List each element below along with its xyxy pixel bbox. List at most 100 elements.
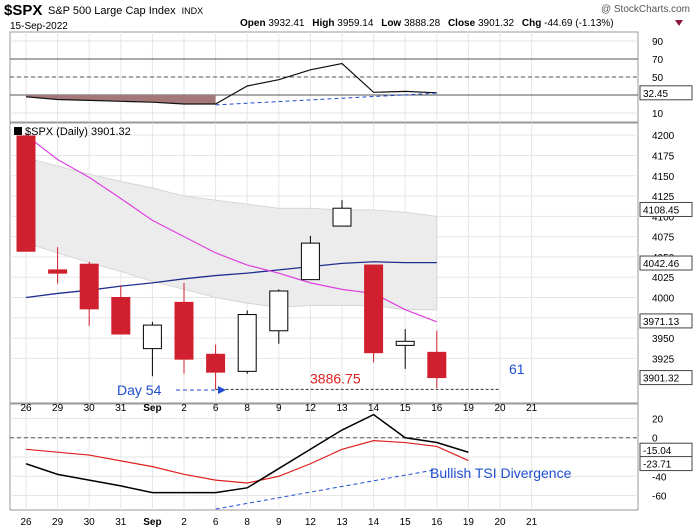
y-tick-label: 70 (652, 55, 664, 66)
x-tick-label: 2 (181, 403, 187, 414)
divergence-trendline (215, 92, 437, 106)
chart-index-name: S&P 500 Large Cap Index INDX (48, 5, 203, 17)
rsi-last-value: 32.45 (643, 89, 668, 100)
value-tag-box (639, 313, 693, 329)
day-count-annotation: Day 54 (117, 382, 162, 398)
down-arrow-icon (675, 20, 683, 26)
value-tag-box (639, 201, 693, 217)
price-value-tag: 4042.46 (643, 259, 680, 270)
price-value-tag: 4108.45 (643, 205, 680, 216)
x-tick-label: 29 (52, 517, 64, 528)
y-tick-label: 90 (652, 37, 664, 48)
x-tick-label: 16 (431, 403, 443, 414)
value-tag-box (639, 85, 693, 101)
candle-body (16, 135, 36, 252)
candle-body (174, 301, 194, 360)
y-tick-label: 4075 (652, 233, 675, 244)
chart-exchange: INDX (182, 6, 204, 16)
x-tick-label: 12 (305, 517, 317, 528)
x-tick-label: 12 (305, 403, 317, 414)
y-tick-label: 4200 (652, 131, 675, 142)
chg-value: -44.69 (-1.13%) (544, 18, 613, 29)
y-tick-label: 50 (652, 73, 664, 84)
chart-date: 15-Sep-2022 (10, 21, 68, 32)
x-tick-label: 15 (400, 517, 412, 528)
chg-label: Chg (522, 18, 541, 29)
candle-body (332, 207, 352, 227)
y-tick-label: 4000 (652, 293, 675, 304)
rsi-line (25, 62, 437, 105)
candle-body (269, 290, 289, 332)
candle-body (395, 340, 415, 346)
oversold-fill (26, 95, 216, 104)
x-tick-label: 21 (526, 517, 538, 528)
y-tick-label: 0 (652, 434, 658, 445)
price-band (25, 157, 438, 311)
value-tag-box (639, 456, 693, 472)
x-tick-label: 15 (400, 403, 412, 414)
candle-body (79, 263, 99, 310)
x-tick-label: Sep (143, 403, 161, 414)
x-tick-label: 13 (336, 403, 348, 414)
x-tick-label: 14 (368, 517, 380, 528)
x-tick-label: Sep (143, 517, 161, 528)
x-tick-label: 30 (84, 517, 96, 528)
x-tick-label: 29 (52, 403, 64, 414)
y-tick-label: 20 (652, 414, 664, 425)
x-tick-label: 14 (368, 403, 380, 414)
y-tick-label: 10 (652, 109, 664, 120)
x-tick-label: 8 (244, 403, 250, 414)
tsi-line (25, 413, 469, 494)
x-tick-label: 31 (115, 517, 127, 528)
x-tick-label: 9 (276, 403, 282, 414)
y-tick-label: -40 (652, 472, 667, 483)
candle-body (48, 269, 68, 274)
x-tick-label: 13 (336, 517, 348, 528)
high-label: High (312, 18, 334, 29)
value-tag-box (639, 255, 693, 271)
x-tick-label: 8 (244, 517, 250, 528)
y-tick-label: 3925 (652, 354, 675, 365)
y-tick-label: 4025 (652, 273, 675, 284)
divergence-trendline (215, 469, 437, 510)
y-tick-label: 4175 (652, 151, 675, 162)
count-annotation: 61 (509, 361, 525, 377)
open-label: Open (240, 18, 266, 29)
x-tick-label: 26 (20, 517, 32, 528)
chart-symbol: $SPX (4, 2, 42, 19)
x-tick-label: 30 (84, 403, 96, 414)
candle-body (206, 353, 226, 373)
x-tick-label: 19 (463, 403, 475, 414)
chart-index-title: S&P 500 Large Cap Index (48, 5, 176, 17)
candle-body (142, 324, 162, 350)
value-tag-box (639, 370, 693, 386)
y-tick-label: 3950 (652, 334, 675, 345)
y-tick-label: 4100 (652, 212, 675, 223)
x-tick-label: 2 (181, 517, 187, 528)
close-value: 3901.32 (478, 18, 515, 29)
x-tick-label: 9 (276, 517, 282, 528)
x-tick-label: 20 (494, 403, 506, 414)
y-tick-label: 4150 (652, 172, 675, 183)
x-tick-label: 16 (431, 517, 443, 528)
low-value: 3888.28 (404, 18, 441, 29)
watermark: @ StockCharts.com (601, 4, 690, 15)
close-label: Close (448, 18, 476, 29)
x-tick-label: 6 (213, 403, 219, 414)
arrow-right-icon (218, 386, 226, 394)
x-tick-label: 31 (115, 403, 127, 414)
x-tick-label: 21 (526, 403, 538, 414)
x-tick-label: 26 (20, 403, 32, 414)
low-price-annotation: 3886.75 (310, 370, 361, 386)
candle-body (427, 351, 447, 379)
low-label: Low (381, 18, 401, 29)
tsi-signal-line (25, 440, 469, 484)
tsi-panel: -60-40-20020Bullish TSI Divergence-15.04… (9, 403, 693, 511)
candle-body (111, 296, 131, 335)
tsi-last-value: -15.04 (643, 446, 672, 457)
candle-body (237, 314, 257, 372)
price-value-tag: 3971.13 (643, 317, 680, 328)
candle-body (364, 264, 384, 354)
